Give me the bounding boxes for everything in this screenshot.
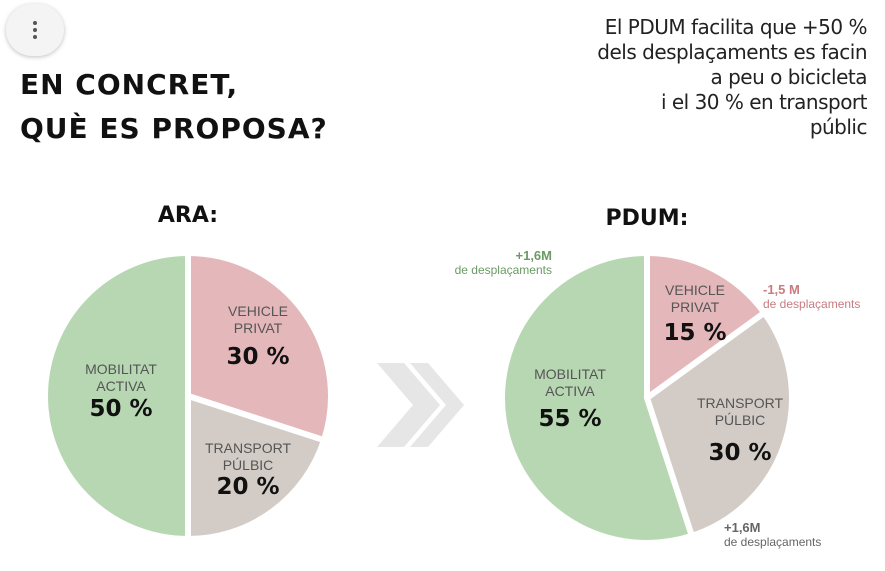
slice-label: PRIVAT bbox=[671, 299, 720, 315]
pie-slice-mobilitat-activa bbox=[42, 249, 191, 543]
slice-label: PÚLBIC bbox=[223, 457, 274, 473]
slice-label: TRANSPORT bbox=[697, 395, 784, 411]
more-options-button[interactable] bbox=[6, 4, 64, 56]
summary-note-line: dels desplaçaments es facin bbox=[597, 40, 867, 64]
pie-slice-transport-p-lbic bbox=[185, 391, 328, 543]
slice-label: VEHICLE bbox=[665, 282, 725, 298]
pie-slice-mobilitat-activa bbox=[499, 249, 696, 546]
slice-value-label: 55 % bbox=[538, 406, 601, 432]
annotation-text: de desplaçaments bbox=[455, 263, 552, 277]
slice-label: VEHICLE bbox=[228, 303, 288, 319]
slice-value-label: 20 % bbox=[216, 474, 279, 500]
annotation-value: +1,6M bbox=[724, 520, 761, 535]
double-chevron-right-icon bbox=[377, 363, 440, 447]
more-vert-icon bbox=[33, 21, 37, 39]
slice-value-label: 30 % bbox=[226, 344, 289, 370]
slice-label: MOBILITAT bbox=[85, 361, 157, 377]
slice-label: PÚLBIC bbox=[715, 412, 766, 428]
slice-value-label: 30 % bbox=[708, 440, 771, 466]
chart-title: ARA: bbox=[158, 203, 218, 228]
annotation-text: de desplaçaments bbox=[763, 297, 860, 311]
summary-note-line: i el 30 % en transport bbox=[660, 90, 868, 114]
chart-title: PDUM: bbox=[606, 206, 689, 231]
summary-note: El PDUM facilita que +50 % dels desplaça… bbox=[547, 15, 867, 140]
summary-note-line: a peu o bicicleta bbox=[710, 65, 868, 89]
slice-label: PRIVAT bbox=[234, 320, 283, 336]
annotation-value: -1,5 M bbox=[763, 282, 800, 297]
slice-label: ACTIVA bbox=[96, 378, 146, 394]
slice-label: TRANSPORT bbox=[205, 440, 292, 456]
annotation-value: +1,6M bbox=[516, 248, 553, 263]
headline: EN CONCRET, QUÈ ES PROPOSA? bbox=[20, 63, 328, 151]
headline-line-2: QUÈ ES PROPOSA? bbox=[20, 112, 328, 145]
pie-slice-vehicle-privat bbox=[644, 249, 769, 404]
slice-label: ACTIVA bbox=[545, 383, 595, 399]
slice-label: MOBILITAT bbox=[534, 366, 606, 382]
summary-note-line: El PDUM facilita que +50 % bbox=[604, 15, 868, 39]
summary-note-line: públic bbox=[809, 115, 868, 139]
slice-value-label: 50 % bbox=[89, 396, 152, 422]
pie-slice-vehicle-privat bbox=[185, 249, 334, 444]
double-chevron-right-icon bbox=[410, 363, 464, 447]
annotation-text: de desplaçaments bbox=[724, 535, 821, 549]
pie-slice-transport-p-lbic bbox=[643, 308, 795, 540]
headline-line-1: EN CONCRET, bbox=[20, 68, 239, 101]
slice-value-label: 15 % bbox=[663, 320, 726, 346]
